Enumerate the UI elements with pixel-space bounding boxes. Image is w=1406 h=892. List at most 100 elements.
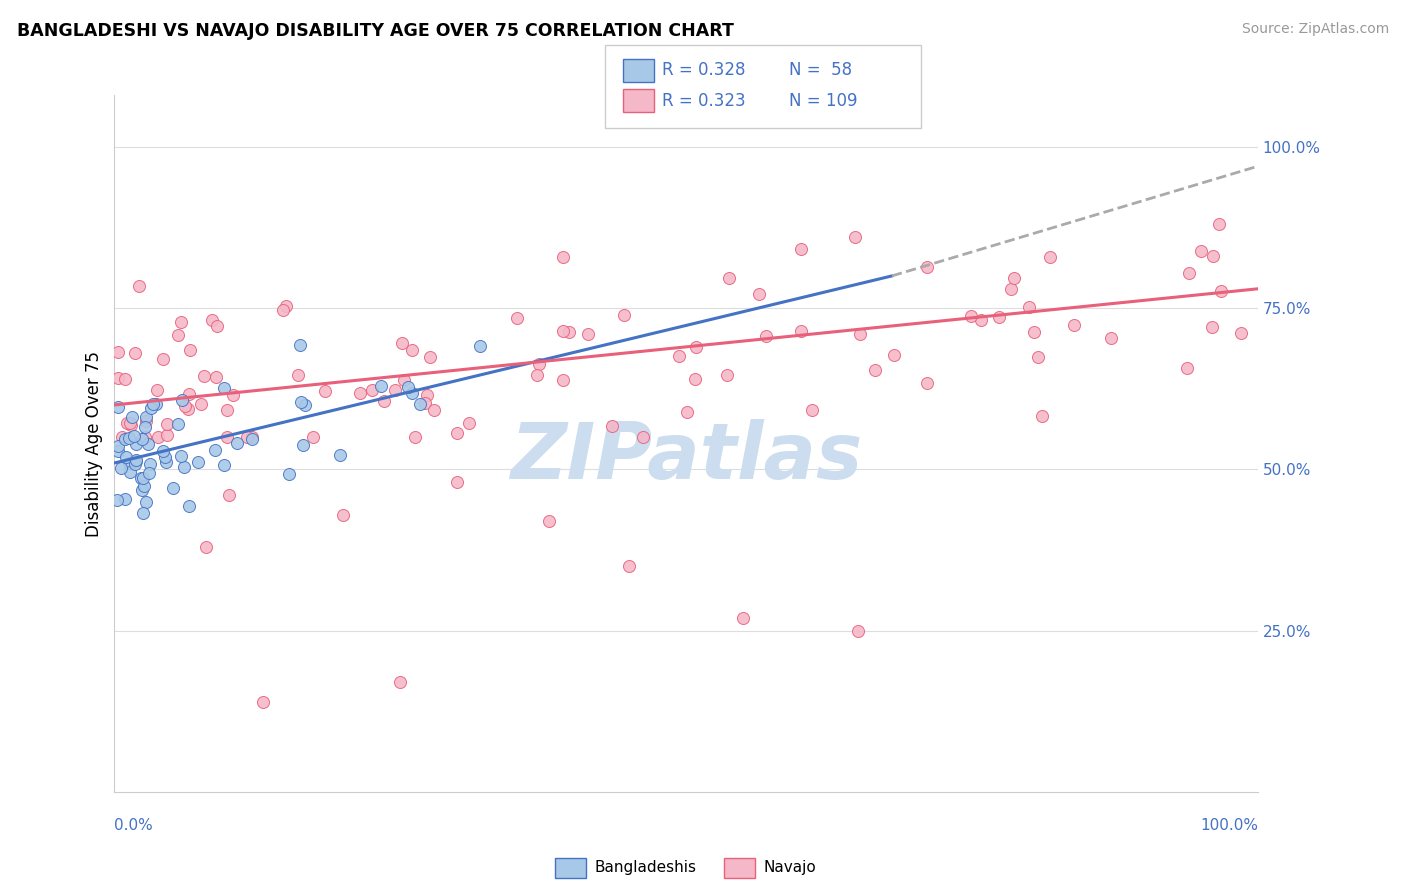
Point — [1178, 267, 1201, 281]
Point — [1208, 217, 1230, 231]
Point — [419, 351, 441, 365]
Point — [1201, 249, 1223, 263]
Point — [748, 287, 770, 301]
Point — [384, 384, 406, 398]
Point — [685, 341, 707, 355]
Point — [145, 397, 167, 411]
Point — [392, 373, 415, 387]
Point — [124, 429, 146, 443]
Point — [167, 417, 190, 431]
Point — [155, 455, 177, 469]
Point — [170, 315, 193, 329]
Point — [115, 450, 138, 464]
Point — [204, 442, 226, 457]
Point — [146, 383, 169, 397]
Point — [683, 372, 706, 386]
Point — [668, 349, 690, 363]
Point — [214, 458, 236, 472]
Point — [152, 444, 174, 458]
Text: N =  58: N = 58 — [789, 62, 852, 79]
Text: BANGLADESHI VS NAVAJO DISABILITY AGE OVER 75 CORRELATION CHART: BANGLADESHI VS NAVAJO DISABILITY AGE OVE… — [17, 22, 734, 40]
Point — [314, 384, 336, 398]
Point — [142, 397, 165, 411]
Point — [135, 409, 157, 424]
Point — [153, 450, 176, 464]
Point — [124, 457, 146, 471]
Point — [194, 540, 217, 554]
Point — [135, 414, 157, 428]
Point — [527, 357, 550, 371]
Point — [423, 403, 446, 417]
Point — [107, 401, 129, 415]
Point — [118, 431, 141, 445]
Point — [970, 313, 993, 327]
Point — [288, 338, 311, 352]
Text: 0.0%: 0.0% — [114, 818, 153, 833]
Point — [401, 385, 423, 400]
Point — [201, 313, 224, 327]
Point — [134, 419, 156, 434]
Text: R = 0.328: R = 0.328 — [662, 62, 745, 79]
Point — [274, 299, 297, 313]
Point — [1211, 284, 1233, 298]
Point — [252, 695, 274, 709]
Point — [240, 429, 263, 443]
Point — [915, 376, 938, 390]
Point — [370, 378, 392, 392]
Point — [115, 416, 138, 430]
Point — [152, 351, 174, 366]
Point — [415, 387, 437, 401]
Point — [401, 343, 423, 357]
Point — [1189, 244, 1212, 259]
Point — [470, 339, 492, 353]
Point — [332, 508, 354, 522]
Point — [156, 417, 179, 432]
Y-axis label: Disability Age Over 75: Disability Age Over 75 — [86, 351, 103, 537]
Point — [617, 559, 640, 574]
Point — [790, 242, 813, 256]
Point — [292, 438, 315, 452]
Point — [676, 404, 699, 418]
Point — [505, 311, 527, 326]
Text: Source: ZipAtlas.com: Source: ZipAtlas.com — [1241, 22, 1389, 37]
Point — [129, 471, 152, 485]
Point — [139, 458, 162, 472]
Point — [551, 251, 574, 265]
Point — [446, 426, 468, 441]
Text: Navajo: Navajo — [763, 861, 817, 875]
Point — [114, 371, 136, 385]
Point — [205, 370, 228, 384]
Point — [240, 432, 263, 446]
Point — [148, 430, 170, 444]
Point — [1018, 301, 1040, 315]
Point — [537, 514, 560, 528]
Point — [114, 491, 136, 506]
Point — [217, 430, 239, 444]
Point — [218, 488, 240, 502]
Point — [107, 345, 129, 359]
Point — [409, 397, 432, 411]
Point — [212, 381, 235, 395]
Point — [558, 325, 581, 339]
Point — [107, 371, 129, 385]
Point — [1002, 271, 1025, 285]
Point — [1175, 361, 1198, 376]
Point — [349, 385, 371, 400]
Point — [389, 675, 412, 690]
Point — [121, 409, 143, 424]
Point — [177, 500, 200, 514]
Point — [273, 303, 295, 318]
Point — [294, 398, 316, 412]
Point — [114, 433, 136, 447]
Point — [125, 454, 148, 468]
Point — [278, 467, 301, 481]
Point — [221, 388, 243, 402]
Point — [329, 448, 352, 462]
Point — [205, 318, 228, 333]
Point — [217, 402, 239, 417]
Point — [863, 363, 886, 377]
Point — [755, 329, 778, 343]
Point — [287, 368, 309, 383]
Point — [960, 310, 983, 324]
Point — [415, 396, 437, 410]
